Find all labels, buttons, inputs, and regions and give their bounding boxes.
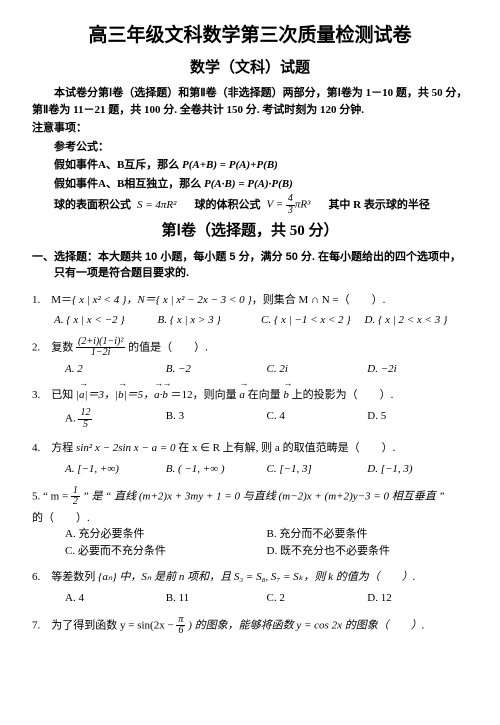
question-7: 7. 为了得到函数 y = sin(2x − π6 ) 的图象，能够将函数 y …	[32, 615, 468, 637]
q6-options: A. 4 B. 11 C. 2 D. 12	[65, 590, 468, 607]
q2-opt-c: C. 2i	[267, 361, 368, 378]
sub-title: 数学（文科）试题	[32, 57, 468, 80]
q4-mid: 在 x ∈ R 上有解, 则 a 的取值范畴是（ ）.	[178, 442, 395, 454]
q1-head: 1. M＝	[32, 294, 72, 306]
q5-options-row1: A. 充分必要条件 B. 充分而不必要条件	[65, 526, 468, 543]
q2-opt-a: A. 2	[65, 361, 166, 378]
q3-options: A. 125 B. 3 C. 4 D. 5	[65, 408, 468, 430]
q5-frac: 12	[71, 486, 80, 508]
intro-block: 本试卷分第Ⅰ卷（选择题）和第Ⅱ卷（非选择题）两部分，第Ⅰ卷为 1－10 题，共 …	[32, 85, 468, 216]
mutual-text: 假如事件A、B互斥，那么	[54, 159, 179, 171]
q1-opt-d: D. { x | 2 < x < 3 }	[365, 312, 469, 329]
q4-opt-b: B. ( −1, +∞ )	[166, 461, 267, 478]
q6-opt-c: C. 2	[267, 590, 368, 607]
q3-vec-b2: →b	[283, 385, 289, 406]
q4-head: 4. 方程	[32, 442, 73, 454]
q4-opt-a: A. [−1, +∞)	[65, 461, 166, 478]
indep-formula: P(A·B) = P(A)·P(B)	[204, 178, 293, 190]
q2-opt-b: B. −2	[166, 361, 267, 378]
q5-options-row2: C. 必要而不充分条件 D. 既不充分也不必要条件	[65, 543, 468, 560]
q1-opt-c: C. { x | −1 < x < 2 }	[261, 312, 365, 329]
volume-formula: V = 43πR³	[266, 194, 310, 216]
question-4: 4. 方程 sin² x − 2sin x − a = 0 在 x ∈ R 上有…	[32, 438, 468, 459]
q7-tail: ) 的图象，能够将函数 y = cos 2x 的图象（ ）.	[188, 619, 424, 631]
q3-opt-a: A. 125	[65, 408, 166, 430]
q4-options: A. [−1, +∞) B. ( −1, +∞ ) C. [−1, 3] D. …	[65, 461, 468, 478]
q2-frac: (2+i)(1−i)²1−2i	[76, 337, 125, 359]
q6-mid: 中，Sₙ 是前 n 项和，且 S₃ = S₈, S₇ = Sₖ，则 k 的值为（…	[119, 571, 415, 583]
q1-opt-b: B. { x | x > 3 }	[158, 312, 262, 329]
intro-text: 本试卷分第Ⅰ卷（选择题）和第Ⅱ卷（非选择题）两部分，第Ⅰ卷为 1－10 题，共 …	[32, 85, 468, 118]
q6-head: 6. 等差数列	[32, 571, 95, 583]
q3-mag-a: |→a|＝3，|→b|＝5，→a·→b	[76, 389, 168, 401]
q7-head: 7. 为了得到函数 y = sin(2x −	[32, 619, 174, 631]
q7-frac: π6	[176, 615, 185, 637]
q3-tail2: 在向量	[248, 389, 281, 401]
notice-head: 注意事项：	[32, 120, 468, 137]
q3-opt-b: B. 3	[166, 408, 267, 430]
part1-head: 一、选择题：本大题共 10 小题，每小题 5 分，满分 50 分. 在每小题给出…	[32, 249, 468, 282]
q5-opt-c: C. 必要而不充分条件	[65, 543, 267, 560]
q3-tail3: 上的投影为（ ）.	[292, 389, 394, 401]
q1-options: A. { x | x < −2 } B. { x | x > 3 } C. { …	[54, 312, 468, 329]
q6-opt-a: A. 4	[65, 590, 166, 607]
section-1-title: 第Ⅰ卷（选择题，共 50 分）	[32, 220, 468, 243]
q1-set1: { x | x² < 4 }，N＝	[72, 294, 156, 306]
q5-opt-b: B. 充分而不必要条件	[267, 526, 469, 543]
q2-options: A. 2 B. −2 C. 2i D. −2i	[65, 361, 468, 378]
mutual-line: 假如事件A、B互斥，那么 P(A+B) = P(A)+P(B)	[32, 157, 468, 174]
q3-opt-d: D. 5	[367, 408, 468, 430]
q5-head: 5. “ m =	[32, 490, 68, 502]
q2-head: 2. 复数	[32, 341, 73, 353]
surface-label: 球的表面积公式	[54, 197, 131, 214]
mutual-formula: P(A+B) = P(A)+P(B)	[182, 159, 278, 171]
question-5: 5. “ m = 12 ” 是 “ 直线 (m+2)x + 3my + 1 = …	[32, 486, 468, 508]
q4-opt-d: D. [−1, 3)	[367, 461, 468, 478]
q1-set2: { x | x² − 2x − 3 < 0 }	[156, 294, 252, 306]
question-3: 3. 已知 |→a|＝3，|→b|＝5，→a·→b ＝12，则向量 →a 在向量…	[32, 385, 468, 406]
q6-opt-b: B. 11	[166, 590, 267, 607]
q3-vec-a2: →a	[239, 385, 245, 406]
q4-expr: sin² x − 2sin x − a = 0	[76, 442, 176, 454]
volume-tail: 其中 R 表示球的半径	[328, 197, 429, 214]
q5-opt-a: A. 充分必要条件	[65, 526, 267, 543]
q3-opt-c: C. 4	[267, 408, 368, 430]
q6-opt-d: D. 12	[367, 590, 468, 607]
q2-tail: 的值是（ ）.	[128, 341, 208, 353]
q5-tail: 的（ ）.	[32, 510, 468, 527]
q3-head: 3. 已知	[32, 389, 73, 401]
volume-label: 球的体积公式	[194, 197, 260, 214]
indep-text: 假如事件A、B相互独立，那么	[54, 178, 201, 190]
surface-formula: S = 4πR²	[137, 197, 176, 214]
question-2: 2. 复数 (2+i)(1−i)²1−2i 的值是（ ）.	[32, 337, 468, 359]
main-title: 高三年级文科数学第三次质量检测试卷	[32, 22, 468, 51]
ref-head: 参考公式：	[32, 139, 468, 156]
question-1: 1. M＝{ x | x² < 4 }，N＝{ x | x² − 2x − 3 …	[32, 290, 468, 311]
q1-tail: ，则集合 M ∩ N =（ ）.	[252, 294, 386, 306]
q2-opt-d: D. −2i	[367, 361, 468, 378]
q5-opt-d: D. 既不充分也不必要条件	[267, 543, 469, 560]
q6-seq: {aₙ}	[98, 571, 117, 583]
indep-line: 假如事件A、B相互独立，那么 P(A·B) = P(A)·P(B)	[32, 176, 468, 193]
q5-mid: ” 是 “ 直线 (m+2)x + 3my + 1 = 0 与直线 (m−2)x…	[83, 490, 445, 502]
question-6: 6. 等差数列 {aₙ} 中，Sₙ 是前 n 项和，且 S₃ = S₈, S₇ …	[32, 567, 468, 588]
q4-opt-c: C. [−1, 3]	[267, 461, 368, 478]
q1-opt-a: A. { x | x < −2 }	[54, 312, 158, 329]
sphere-line: 球的表面积公式 S = 4πR² 球的体积公式 V = 43πR³ 其中 R 表…	[32, 194, 468, 216]
q3-tail1: ＝12，则向量	[171, 389, 237, 401]
